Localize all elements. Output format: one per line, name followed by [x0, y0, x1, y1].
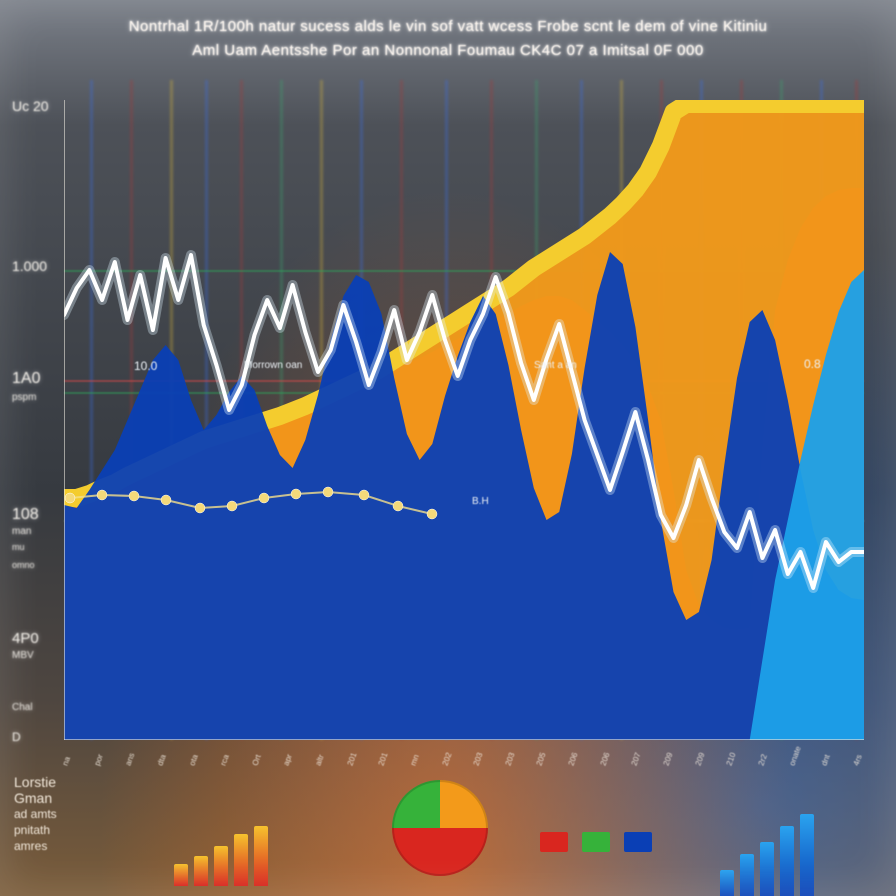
svg-text:Sant a an: Sant a an [534, 360, 577, 371]
mini-bar-chart-cool [720, 814, 814, 896]
pie-icon [392, 780, 488, 876]
svg-text:10.0: 10.0 [134, 359, 158, 373]
svg-text:Morrown oan: Morrown oan [244, 360, 302, 371]
svg-text:B.H: B.H [472, 496, 489, 507]
x-axis-ticks: naporansdtaotarcaOrtapraltr201201mn20220… [64, 744, 864, 766]
svg-text:0.8: 0.8 [804, 357, 821, 371]
mini-bar-chart-warm [174, 826, 268, 886]
main-plot: 10.0 Morrown oan Sant a an 0.8 B.H [64, 100, 864, 740]
chart-frame: Nontrhal 1R/100h natur sucess alds le vi… [0, 0, 896, 896]
legend [540, 832, 652, 852]
footer-text: LorstieGmanad amtspnitathamres [14, 774, 57, 854]
title-line-2: Aml Uam Aentsshe Por an Nonnonal Foumau … [0, 42, 896, 59]
title-line-1: Nontrhal 1R/100h natur sucess alds le vi… [0, 18, 896, 35]
footer-panel: LorstieGmanad amtspnitathamres [0, 774, 896, 886]
